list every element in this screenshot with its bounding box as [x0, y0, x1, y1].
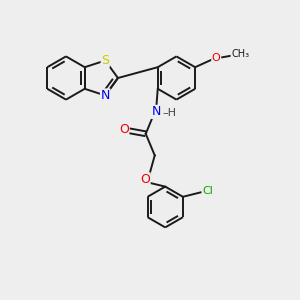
- Text: Cl: Cl: [202, 186, 213, 196]
- Text: N: N: [152, 105, 161, 119]
- Text: O: O: [119, 122, 129, 136]
- Text: –H: –H: [163, 107, 177, 118]
- Text: O: O: [140, 173, 150, 186]
- Text: N: N: [100, 89, 110, 102]
- Text: O: O: [212, 53, 220, 63]
- Text: S: S: [101, 54, 109, 67]
- Text: CH₃: CH₃: [231, 49, 249, 59]
